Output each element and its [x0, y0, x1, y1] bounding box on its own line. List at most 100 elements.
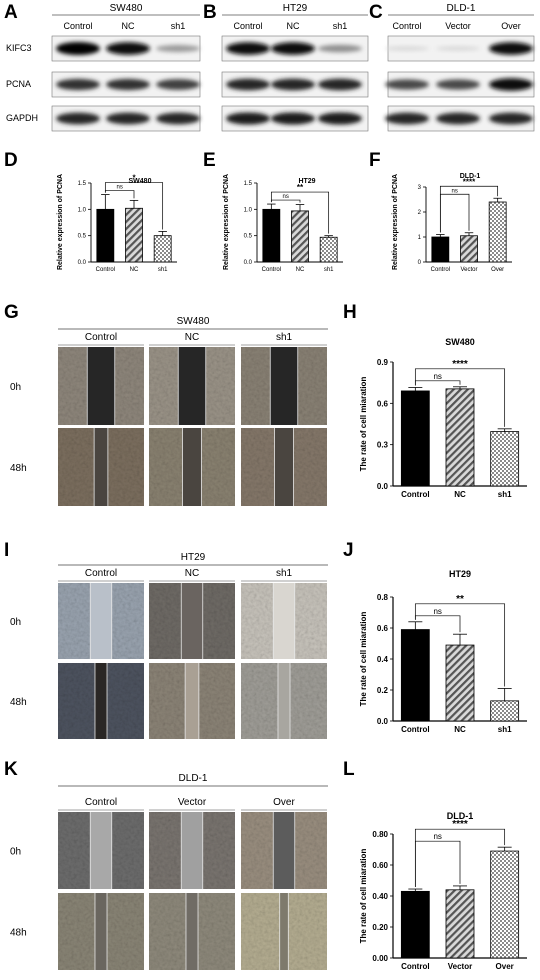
bar-control	[96, 208, 115, 263]
x-tick-label: Over	[496, 962, 514, 971]
blot-band	[385, 46, 429, 51]
blot-band	[436, 46, 480, 51]
bar-nc	[125, 207, 143, 263]
x-tick-label: Control	[401, 962, 429, 971]
significance-bracket	[104, 182, 164, 230]
blot-lane-label: Control	[233, 21, 262, 31]
x-tick-label: Control	[96, 267, 115, 273]
bar-vector	[460, 235, 478, 263]
y-axis-label: The rate of cell miaration	[359, 377, 368, 472]
y-tick-label: 1.5	[78, 181, 87, 187]
blot-band	[156, 79, 200, 90]
y-tick-label: 1.0	[244, 207, 253, 213]
blot-cell-line-label: HT29	[283, 3, 308, 14]
blot-row-label: GAPDH	[6, 113, 38, 123]
y-tick-label: 0.0	[78, 260, 87, 266]
significance-label: ****	[463, 177, 476, 186]
blot-cell-line-label: SW480	[110, 3, 143, 14]
blot-lane-label: NC	[287, 21, 300, 31]
wound-gap	[90, 812, 112, 889]
x-tick-label: Control	[431, 267, 450, 273]
blot-band	[318, 78, 362, 91]
significance-bracket	[270, 191, 330, 234]
blot-band	[385, 79, 429, 90]
wound-timepoint-label: 0h	[10, 382, 21, 393]
western-blot-sw480: SW480 Control NC sh1 KIFC3 PCNA GAPDH	[6, 3, 201, 132]
y-tick-label: 0.00	[372, 954, 388, 963]
y-tick-label: 1	[418, 235, 422, 241]
y-tick-label: 0	[418, 260, 422, 266]
y-tick-label: 0.4	[377, 655, 389, 664]
chart-title: HT29	[449, 569, 471, 579]
y-tick-label: 0.3	[377, 441, 389, 450]
wound-gap	[270, 347, 298, 425]
significance-bracket	[414, 828, 506, 888]
panel-letter-k: K	[4, 759, 18, 780]
significance-bracket	[414, 380, 461, 386]
chart-title: HT29	[298, 178, 315, 185]
significance-bracket	[414, 368, 506, 427]
y-tick-label: 0.60	[372, 861, 388, 870]
y-tick-label: 0.8	[377, 593, 389, 602]
blot-band	[489, 42, 533, 55]
y-tick-label: 3	[418, 185, 422, 191]
y-axis-label: Relative expression of PCNA	[223, 174, 230, 270]
y-tick-label: 0.5	[78, 234, 87, 240]
significance-label: ****	[452, 359, 468, 370]
blot-lane-label: Over	[501, 21, 521, 31]
wound-gap	[279, 893, 289, 970]
significance-label: ns	[433, 832, 441, 841]
significance-bracket	[414, 840, 461, 888]
wound-gap	[87, 347, 115, 425]
blot-lane-label: sh1	[171, 21, 186, 31]
wound-gap	[273, 583, 295, 659]
y-tick-label: 0.0	[377, 482, 389, 491]
wound-timepoint-label: 0h	[10, 847, 21, 858]
blot-band	[385, 112, 429, 125]
y-tick-label: 0.0	[377, 717, 389, 726]
y-tick-label: 2	[418, 210, 422, 216]
bar-chart-f: DLD-1 Relative expression of PCNA 0 1 2 3 Cont…	[392, 173, 512, 273]
blot-band	[156, 112, 200, 125]
bar-nc	[445, 388, 475, 487]
blot-band	[271, 112, 315, 125]
wound-cell-line-label: DLD-1	[179, 773, 208, 784]
y-tick-label: 0.2	[377, 686, 389, 695]
bar-chart-h: SW480 The rate of cell miaration 0.0 0.3 0.6…	[359, 337, 527, 499]
significance-label: **	[297, 183, 304, 192]
wound-gap	[185, 663, 199, 739]
blot-band	[106, 78, 150, 91]
wound-group-label: Control	[85, 332, 117, 343]
wound-gap	[181, 812, 203, 889]
panel-letter-i: I	[4, 540, 9, 561]
bar-over	[490, 850, 520, 959]
wound-assay-ht29: HT29 Control NC sh1 0h 48h	[10, 552, 328, 739]
wound-group-label: sh1	[276, 332, 293, 343]
panel-letter-j: J	[343, 540, 354, 561]
blot-band	[56, 112, 100, 125]
chart-title: SW480	[129, 178, 152, 185]
blot-band	[318, 112, 362, 125]
wound-timepoint-label: 48h	[10, 697, 27, 708]
blot-cell-line-label: DLD-1	[447, 3, 476, 14]
significance-label: ns	[282, 194, 288, 200]
panel-letter-b: B	[203, 2, 217, 23]
wound-group-label: Over	[273, 797, 295, 808]
panel-letter-d: D	[4, 150, 18, 171]
blot-band	[271, 78, 315, 91]
x-tick-label: sh1	[158, 267, 168, 273]
blot-band	[318, 44, 362, 53]
blot-band	[436, 112, 480, 125]
bar-control	[400, 890, 430, 959]
y-axis-label: The rate of cell miaration	[359, 612, 368, 707]
western-blot-ht29: HT29 Control NC sh1	[221, 3, 369, 132]
y-axis-label: Relative expression of PCNA	[392, 174, 399, 270]
wound-timepoint-label: 48h	[10, 463, 27, 474]
blot-band	[106, 112, 150, 125]
y-tick-label: 0.80	[372, 830, 388, 839]
significance-label: ns	[433, 372, 441, 381]
x-tick-label: NC	[130, 267, 139, 273]
blot-band	[56, 42, 100, 55]
significance-bracket	[104, 190, 135, 199]
chart-title: DLD-1	[447, 811, 474, 821]
